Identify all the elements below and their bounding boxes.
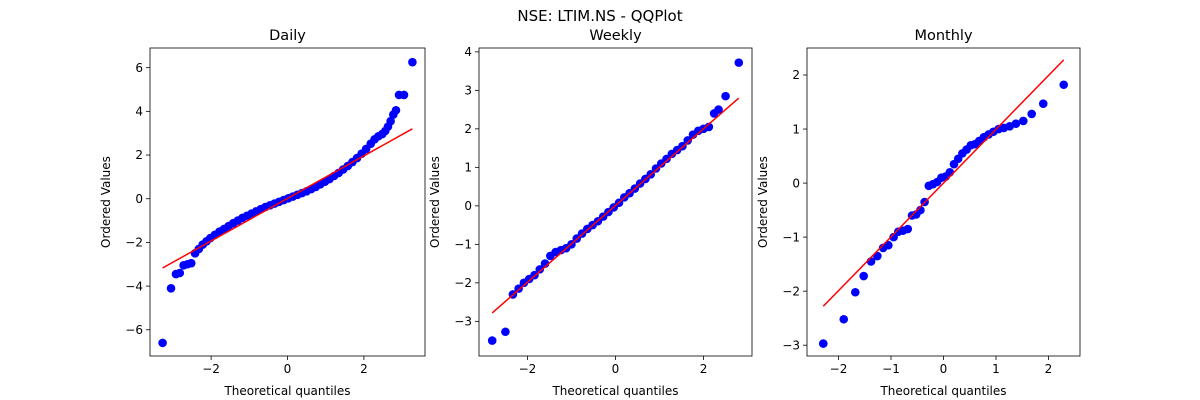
panel-monthly: −2 −1 0 1 2 −3 −2 −1 0 1 2 Monthly Theoretical quant… xyxy=(756,28,1081,398)
y-tick-label: −2 xyxy=(125,236,143,250)
data-point xyxy=(721,91,730,101)
data-point xyxy=(903,224,913,234)
y-tick-label: 2 xyxy=(792,68,800,82)
data-point xyxy=(1038,99,1048,108)
x-tick-label: −2 xyxy=(202,362,220,376)
data-point xyxy=(408,57,417,67)
x-axis-label: Theoretical quantiles xyxy=(551,384,678,398)
data-point xyxy=(1011,119,1021,128)
data-point xyxy=(839,314,849,324)
data-point xyxy=(884,240,893,250)
data-point xyxy=(166,283,176,293)
x-tick-label: −2 xyxy=(830,362,848,376)
y-tick-label: −3 xyxy=(454,315,472,329)
y-tick-label: −2 xyxy=(454,276,472,290)
y-tick-label: 2 xyxy=(464,122,472,136)
panel-weekly: −2 0 2 −3 −2 −1 0 1 2 3 4 Weekly Theoretical quantil… xyxy=(428,28,753,398)
y-tick-label: −1 xyxy=(454,238,472,252)
fit-line xyxy=(822,59,1065,307)
data-point xyxy=(859,271,868,281)
panel-daily: −2 0 2 −6 −4 −2 0 2 4 6 Daily Theoretical quantiles… xyxy=(99,28,426,398)
data-point xyxy=(851,287,860,297)
panel-title: Monthly xyxy=(914,28,972,44)
data-point xyxy=(683,136,693,145)
fit-line xyxy=(162,128,413,269)
data-point xyxy=(386,116,395,126)
data-point xyxy=(818,339,828,348)
y-tick-label: 0 xyxy=(464,199,472,213)
panel-title: Daily xyxy=(269,28,306,44)
x-tick-label: 2 xyxy=(360,362,368,376)
panel-title: Weekly xyxy=(589,28,642,44)
data-point xyxy=(175,268,185,278)
y-axis-label: Ordered Values xyxy=(756,156,770,248)
data-point xyxy=(1019,116,1028,126)
data-point xyxy=(501,327,510,337)
x-axis-label: Theoretical quantiles xyxy=(223,384,350,398)
data-point xyxy=(704,122,714,132)
y-tick-label: −3 xyxy=(782,338,800,352)
data-point xyxy=(158,338,167,348)
fit-line xyxy=(491,97,740,314)
x-tick-label: 2 xyxy=(1045,362,1053,376)
data-point xyxy=(714,105,723,114)
panels-group: −2 0 2 −6 −4 −2 0 2 4 6 Daily Theoretical quantiles… xyxy=(99,28,1081,398)
y-axis-label: Ordered Values xyxy=(99,156,113,248)
data-point xyxy=(391,105,401,115)
x-axis-label: Theoretical quantiles xyxy=(879,384,1006,398)
data-points xyxy=(158,57,417,348)
data-point xyxy=(535,265,545,274)
y-tick-label: 4 xyxy=(464,45,472,59)
x-tick-label: −1 xyxy=(882,362,900,376)
x-tick-label: 0 xyxy=(284,362,292,376)
x-tick-label: 0 xyxy=(612,362,620,376)
x-tick-label: −2 xyxy=(519,362,537,376)
y-tick-label: 0 xyxy=(792,176,800,190)
data-point xyxy=(487,336,497,345)
y-tick-label: −4 xyxy=(125,279,143,293)
x-tick-label: 0 xyxy=(940,362,948,376)
data-point xyxy=(945,167,955,177)
data-points xyxy=(818,80,1069,348)
y-axis-label: Ordered Values xyxy=(428,156,442,248)
data-point xyxy=(399,90,409,100)
y-tick-label: 3 xyxy=(464,84,472,98)
data-point xyxy=(186,258,196,268)
y-tick-label: 0 xyxy=(135,192,143,206)
data-point xyxy=(1027,109,1036,119)
figure-suptitle: NSE: LTIM.NS - QQPlot xyxy=(517,7,682,25)
data-point xyxy=(1059,80,1069,90)
y-tick-label: 1 xyxy=(792,122,800,136)
y-tick-label: −1 xyxy=(782,230,800,244)
y-tick-label: 6 xyxy=(135,61,143,75)
x-tick-label: 2 xyxy=(700,362,708,376)
x-tick-label: 1 xyxy=(992,362,1000,376)
y-tick-label: 4 xyxy=(135,105,143,119)
y-tick-label: −2 xyxy=(782,284,800,298)
data-point xyxy=(734,58,744,67)
y-tick-label: −6 xyxy=(125,323,143,337)
y-tick-label: 2 xyxy=(135,148,143,162)
y-tick-label: 1 xyxy=(464,161,472,175)
